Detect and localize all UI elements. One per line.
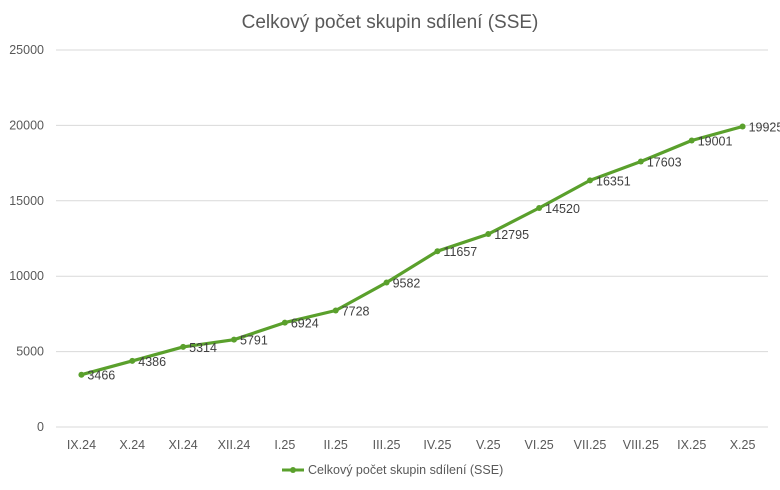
data-point bbox=[180, 343, 187, 350]
x-tick-label: IX.25 bbox=[677, 438, 706, 452]
x-tick-label: I.25 bbox=[274, 438, 295, 452]
data-point bbox=[637, 158, 644, 165]
series-layer bbox=[78, 123, 746, 378]
x-tick-label: III.25 bbox=[373, 438, 401, 452]
data-point bbox=[485, 231, 492, 238]
data-point bbox=[231, 336, 237, 343]
x-tick-label: VIII.25 bbox=[623, 438, 659, 452]
x-tick-label: II.25 bbox=[324, 438, 348, 452]
legend-entry-label: Celkový počet skupin sdílení (SSE) bbox=[308, 463, 503, 477]
data-label: 3466 bbox=[87, 369, 115, 383]
y-tick-label: 5000 bbox=[16, 345, 44, 359]
data-point bbox=[739, 123, 746, 130]
data-label: 17603 bbox=[647, 156, 682, 170]
data-label: 9582 bbox=[393, 277, 421, 291]
data-point bbox=[383, 279, 390, 286]
data-point bbox=[332, 307, 339, 314]
data-point bbox=[129, 357, 136, 364]
y-tick-label: 0 bbox=[37, 420, 44, 434]
y-tick-label: 25000 bbox=[9, 43, 44, 57]
data-label: 19925 bbox=[749, 121, 780, 135]
data-labels: 3466 4386 5314 5791 6924 7728 9582 11657 12795 14… bbox=[87, 121, 780, 383]
data-point bbox=[78, 371, 85, 378]
data-point bbox=[434, 248, 441, 255]
x-tick-label: X.25 bbox=[730, 438, 756, 452]
x-tick-label: XII.24 bbox=[218, 438, 251, 452]
x-axis-ticks: IX.24 X.24 XI.24 XII.24 I.25 II.25 III.25 IV.25… bbox=[67, 438, 756, 452]
x-tick-label: XI.24 bbox=[169, 438, 198, 452]
series-line bbox=[79, 124, 745, 377]
legend-marker bbox=[290, 467, 296, 473]
x-tick-label: IX.24 bbox=[67, 438, 96, 452]
data-label: 16351 bbox=[596, 174, 631, 188]
data-point bbox=[587, 177, 593, 184]
data-label: 11657 bbox=[443, 245, 477, 259]
y-tick-label: 10000 bbox=[9, 269, 44, 283]
x-tick-label: VII.25 bbox=[574, 438, 607, 452]
x-tick-label: V.25 bbox=[476, 438, 501, 452]
data-point bbox=[536, 205, 543, 212]
data-label: 14520 bbox=[545, 202, 580, 216]
x-tick-label: VI.25 bbox=[525, 438, 554, 452]
data-label: 6924 bbox=[291, 317, 319, 331]
data-label: 7728 bbox=[342, 304, 370, 318]
data-point bbox=[281, 319, 288, 326]
y-tick-label: 15000 bbox=[9, 194, 44, 208]
data-label: 12795 bbox=[494, 228, 529, 242]
x-tick-label: X.24 bbox=[119, 438, 145, 452]
data-label: 5791 bbox=[240, 334, 268, 348]
gridlines bbox=[56, 49, 768, 428]
data-point bbox=[688, 137, 695, 144]
chart-title: Celkový počet skupin sdílení (SSE) bbox=[242, 12, 539, 33]
data-label: 4386 bbox=[138, 355, 166, 369]
y-tick-label: 20000 bbox=[9, 118, 44, 132]
data-label: 5314 bbox=[189, 341, 217, 355]
x-tick-label: IV.25 bbox=[423, 438, 451, 452]
y-axis-ticks: 0 5000 10000 15000 20000 25000 bbox=[9, 43, 44, 434]
legend[interactable]: Celkový počet skupin sdílení (SSE) bbox=[282, 463, 503, 477]
data-label: 19001 bbox=[698, 134, 733, 148]
